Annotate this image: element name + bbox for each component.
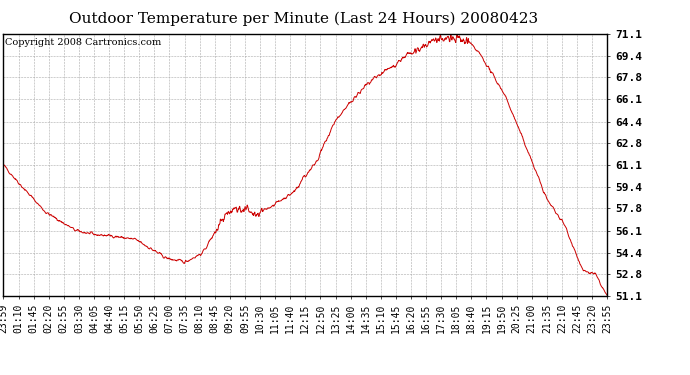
Text: Outdoor Temperature per Minute (Last 24 Hours) 20080423: Outdoor Temperature per Minute (Last 24 … <box>69 11 538 26</box>
Text: Copyright 2008 Cartronics.com: Copyright 2008 Cartronics.com <box>5 38 161 47</box>
